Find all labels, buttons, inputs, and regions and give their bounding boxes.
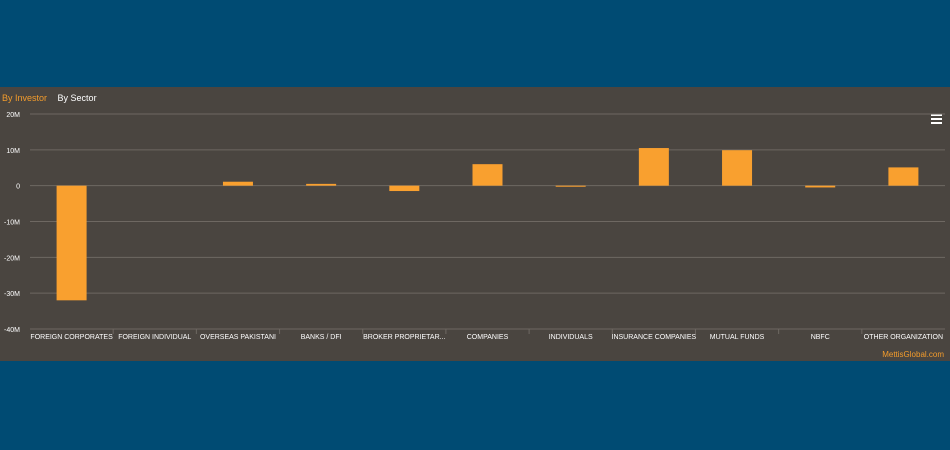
hamburger-menu-icon[interactable] bbox=[931, 114, 942, 124]
bar bbox=[222, 181, 253, 186]
y-tick-label: 20M bbox=[6, 112, 20, 119]
x-tick-label: BANKS / DFI bbox=[301, 334, 342, 341]
y-tick-label: -10M bbox=[4, 220, 20, 227]
x-tick-label: MUTUAL FUNDS bbox=[710, 334, 765, 341]
x-tick-label: INDIVIDUALS bbox=[549, 334, 593, 341]
y-tick-label: -30M bbox=[4, 291, 20, 298]
bar bbox=[722, 150, 753, 186]
y-tick-label: 0 bbox=[16, 184, 20, 191]
bar bbox=[555, 185, 586, 187]
x-tick-label: BROKER PROPRIETAR... bbox=[363, 334, 445, 341]
chart-panel: By Investor By Sector 20M 10M 0 -10M -20M -30… bbox=[0, 87, 950, 361]
x-tick-label: FOREIGN CORPORATES bbox=[30, 334, 113, 341]
bar bbox=[805, 185, 836, 188]
x-tick-label: OTHER ORGANIZATION bbox=[864, 334, 943, 341]
x-tick-label: OVERSEAS PAKISTANI bbox=[200, 334, 276, 341]
y-tick-label: -40M bbox=[4, 327, 20, 334]
bar bbox=[472, 164, 503, 186]
credit-text: MettisGlobal.com bbox=[882, 350, 944, 359]
bar-chart: 20M 10M 0 -10M -20M -30M -40M FOREIGN CORPORATE… bbox=[4, 112, 945, 341]
tab-by-investor[interactable]: By Investor bbox=[2, 93, 48, 103]
bar bbox=[56, 185, 87, 301]
x-tick-label: FOREIGN INDIVIDUAL bbox=[118, 334, 191, 341]
tab-bar: By Investor By Sector bbox=[2, 93, 105, 103]
bar bbox=[389, 185, 420, 192]
x-tick-label: NBFC bbox=[811, 334, 830, 341]
x-tick-label: INSURANCE COMPANIES bbox=[612, 334, 697, 341]
y-tick-label: 10M bbox=[6, 148, 20, 155]
y-tick-label: -20M bbox=[4, 255, 20, 262]
bar bbox=[306, 183, 337, 186]
bar bbox=[888, 167, 919, 186]
tab-by-sector[interactable]: By Sector bbox=[57, 93, 97, 103]
bar bbox=[638, 148, 669, 186]
x-tick-label: COMPANIES bbox=[467, 334, 509, 341]
